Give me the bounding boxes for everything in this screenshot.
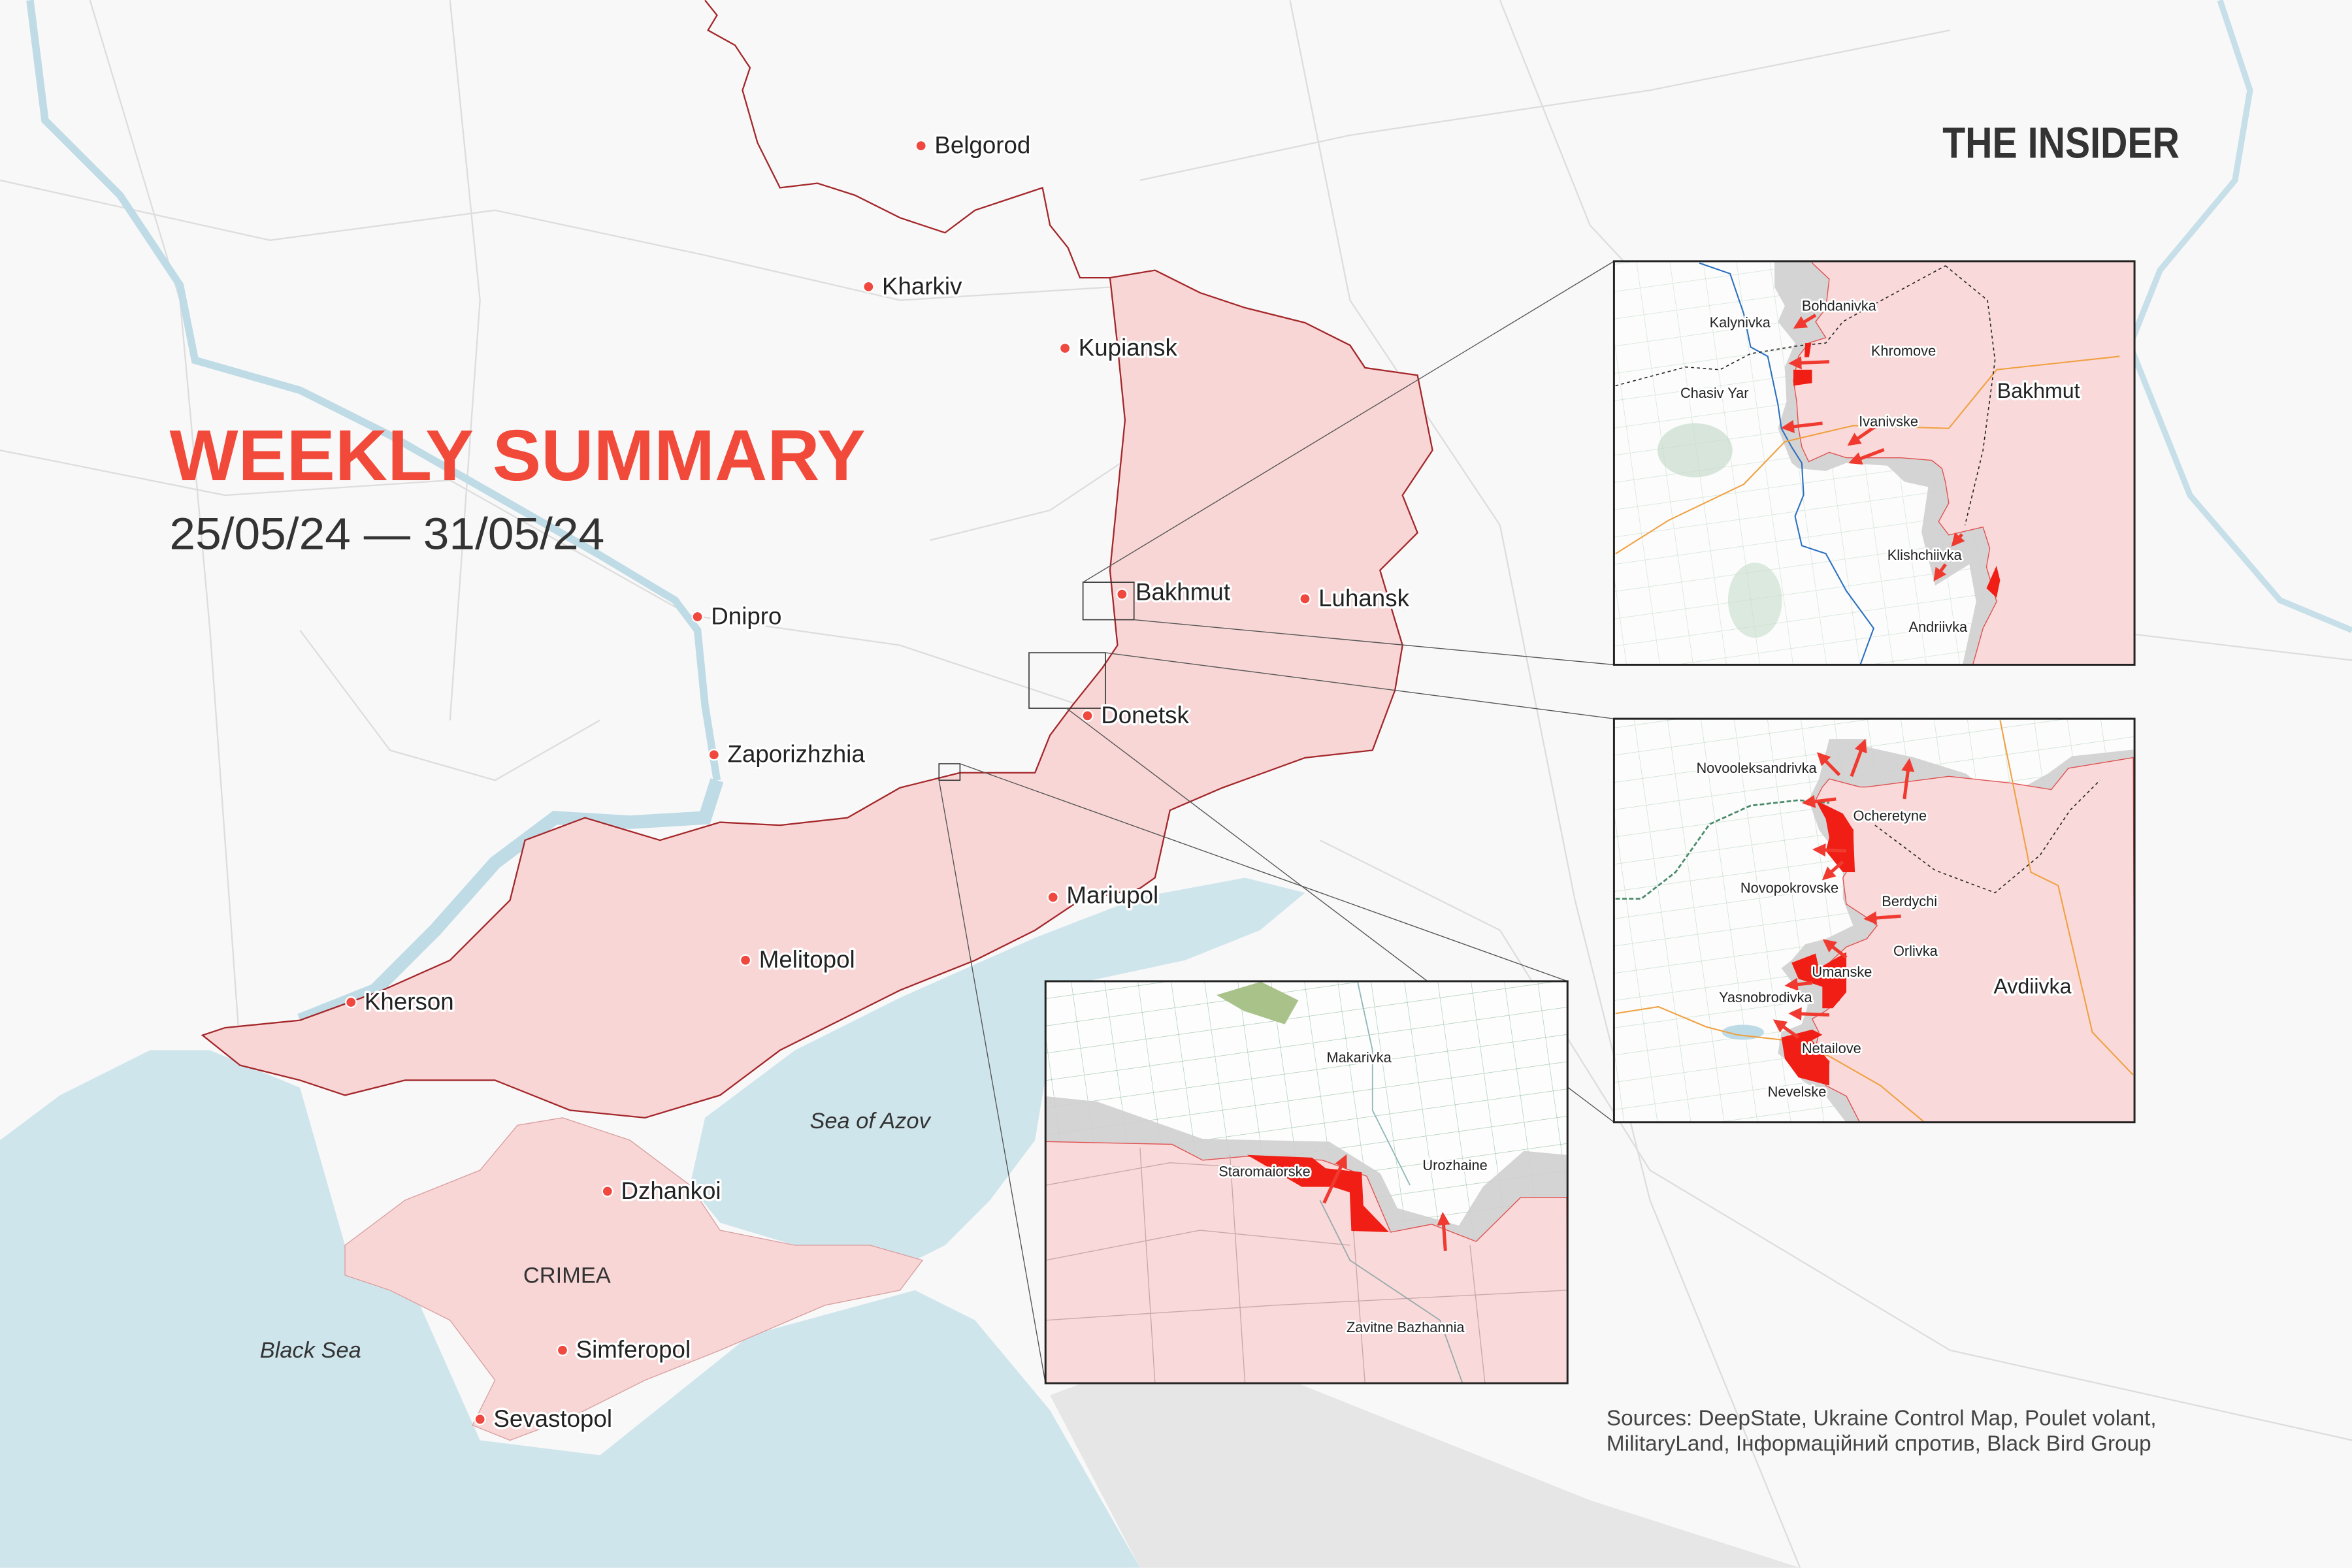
inset-avdiivka: Novooleksandrivka Ocheretyne Novopokrovs… xyxy=(1614,719,2135,1122)
inset-label: Klishchiivka xyxy=(1887,547,1963,563)
city-marker xyxy=(915,139,927,152)
sea-label-black-sea: Black Sea xyxy=(260,1338,361,1363)
city-label-donetsk: Donetsk xyxy=(1101,702,1189,728)
donets-river xyxy=(2127,0,2352,633)
inset-label: Nevelske xyxy=(1768,1084,1827,1100)
city-label-kherson: Kherson xyxy=(365,988,454,1015)
city-label-dnipro: Dnipro xyxy=(711,602,781,629)
staromaiorske-inset-source-box xyxy=(938,763,961,781)
city-marker xyxy=(474,1413,486,1426)
city-label-kharkiv: Kharkiv xyxy=(882,272,962,299)
inset-label: Bohdanivka xyxy=(1802,298,1877,314)
city-marker xyxy=(1299,593,1311,605)
city-markers: Belgorod Kharkiv Kupiansk Bakhmut Luhans… xyxy=(345,129,1412,1434)
inset-label: Ocheretyne xyxy=(1854,808,1927,824)
city-label-sevastopol: Sevastopol xyxy=(493,1405,612,1432)
city-marker xyxy=(1058,342,1071,355)
date-range: 25/05/24 — 31/05/24 xyxy=(169,509,604,559)
inset-label: Netailove xyxy=(1802,1040,1861,1056)
city-label-mariupol: Mariupol xyxy=(1066,882,1158,909)
occupied-territory-crimea xyxy=(344,1117,924,1441)
inset-label: Makarivka xyxy=(1326,1049,1392,1066)
page-title: WEEKLY SUMMARY xyxy=(169,416,865,496)
sources-line-1: Sources: DeepState, Ukraine Control Map,… xyxy=(1607,1407,2157,1431)
city-label-dzhankoi: Dzhankoi xyxy=(621,1177,721,1204)
inset-label-major: Bakhmut xyxy=(1997,379,2080,402)
inset-label: Novooleksandrivka xyxy=(1696,760,1817,776)
city-marker xyxy=(601,1185,614,1198)
dnipro-river xyxy=(26,0,721,781)
inset-label: Novopokrovske xyxy=(1740,879,1838,896)
city-label-kupiansk: Kupiansk xyxy=(1079,335,1178,361)
inset-label: Kalynivka xyxy=(1710,314,1771,331)
occupied-territory-mainland xyxy=(201,269,1433,1119)
inset-label: Urozhaine xyxy=(1422,1157,1487,1173)
city-label-zaporizhzhia: Zaporizhzhia xyxy=(728,741,866,768)
inset-label: Yasnobrodivka xyxy=(1719,989,1812,1005)
caucasus-relief xyxy=(1050,1350,1801,1568)
inset-label: Orlivka xyxy=(1893,943,1938,959)
city-marker xyxy=(739,954,752,966)
city-marker xyxy=(345,996,357,1009)
region-label-crimea: CRIMEA xyxy=(523,1263,611,1288)
city-marker xyxy=(708,749,721,761)
city-label-bakhmut: Bakhmut xyxy=(1135,579,1230,606)
inset-label: Zavitne Bazhannia xyxy=(1347,1319,1465,1335)
city-marker xyxy=(691,610,704,623)
city-marker xyxy=(1047,891,1059,904)
inset-label: Andriivka xyxy=(1908,619,1968,635)
city-marker xyxy=(1081,710,1094,722)
inset-bakhmut: Kalynivka Bohdanivka Khromove Chasiv Yar… xyxy=(1614,261,2135,665)
city-label-simferopol: Simferopol xyxy=(576,1336,691,1363)
black-sea xyxy=(0,1050,1140,1568)
city-marker xyxy=(1116,588,1128,600)
inset-label: Umanske xyxy=(1812,964,1872,980)
russia-border xyxy=(704,0,1110,279)
sources-line-2: MilitaryLand, Інформаційний спротив, Bla… xyxy=(1607,1432,2151,1456)
inset-staromaiorske: Makarivka Staromaiorske Urozhaine Zavitn… xyxy=(1045,981,1568,1384)
sea-of-azov xyxy=(690,877,1305,1268)
city-label-melitopol: Melitopol xyxy=(759,946,855,973)
inset-staromaiorske-frame xyxy=(1044,980,1569,1384)
inset-avdiivka-frame xyxy=(1612,717,2136,1124)
city-marker xyxy=(556,1344,569,1356)
inset-bakhmut-frame xyxy=(1612,260,2136,666)
bakhmut-inset-source-box xyxy=(1082,581,1135,621)
city-label-luhansk: Luhansk xyxy=(1318,585,1409,612)
city-marker xyxy=(862,280,875,293)
inset-label: Staromaiorske xyxy=(1218,1163,1311,1179)
inset-label: Chasiv Yar xyxy=(1680,385,1749,401)
the-insider-logo: THE INSIDER xyxy=(1942,119,2180,167)
inset-connectors xyxy=(938,261,1614,1384)
inset-label: Ivanivske xyxy=(1859,413,1918,429)
inset-label-major: Avdiivka xyxy=(1993,974,2071,998)
inset-label: Berdychi xyxy=(1882,893,1937,909)
city-label-belgorod: Belgorod xyxy=(934,132,1030,159)
sea-label-azov: Sea of Azov xyxy=(809,1109,931,1134)
avdiivka-inset-source-box xyxy=(1028,652,1106,709)
inset-label: Khromove xyxy=(1871,343,1936,359)
